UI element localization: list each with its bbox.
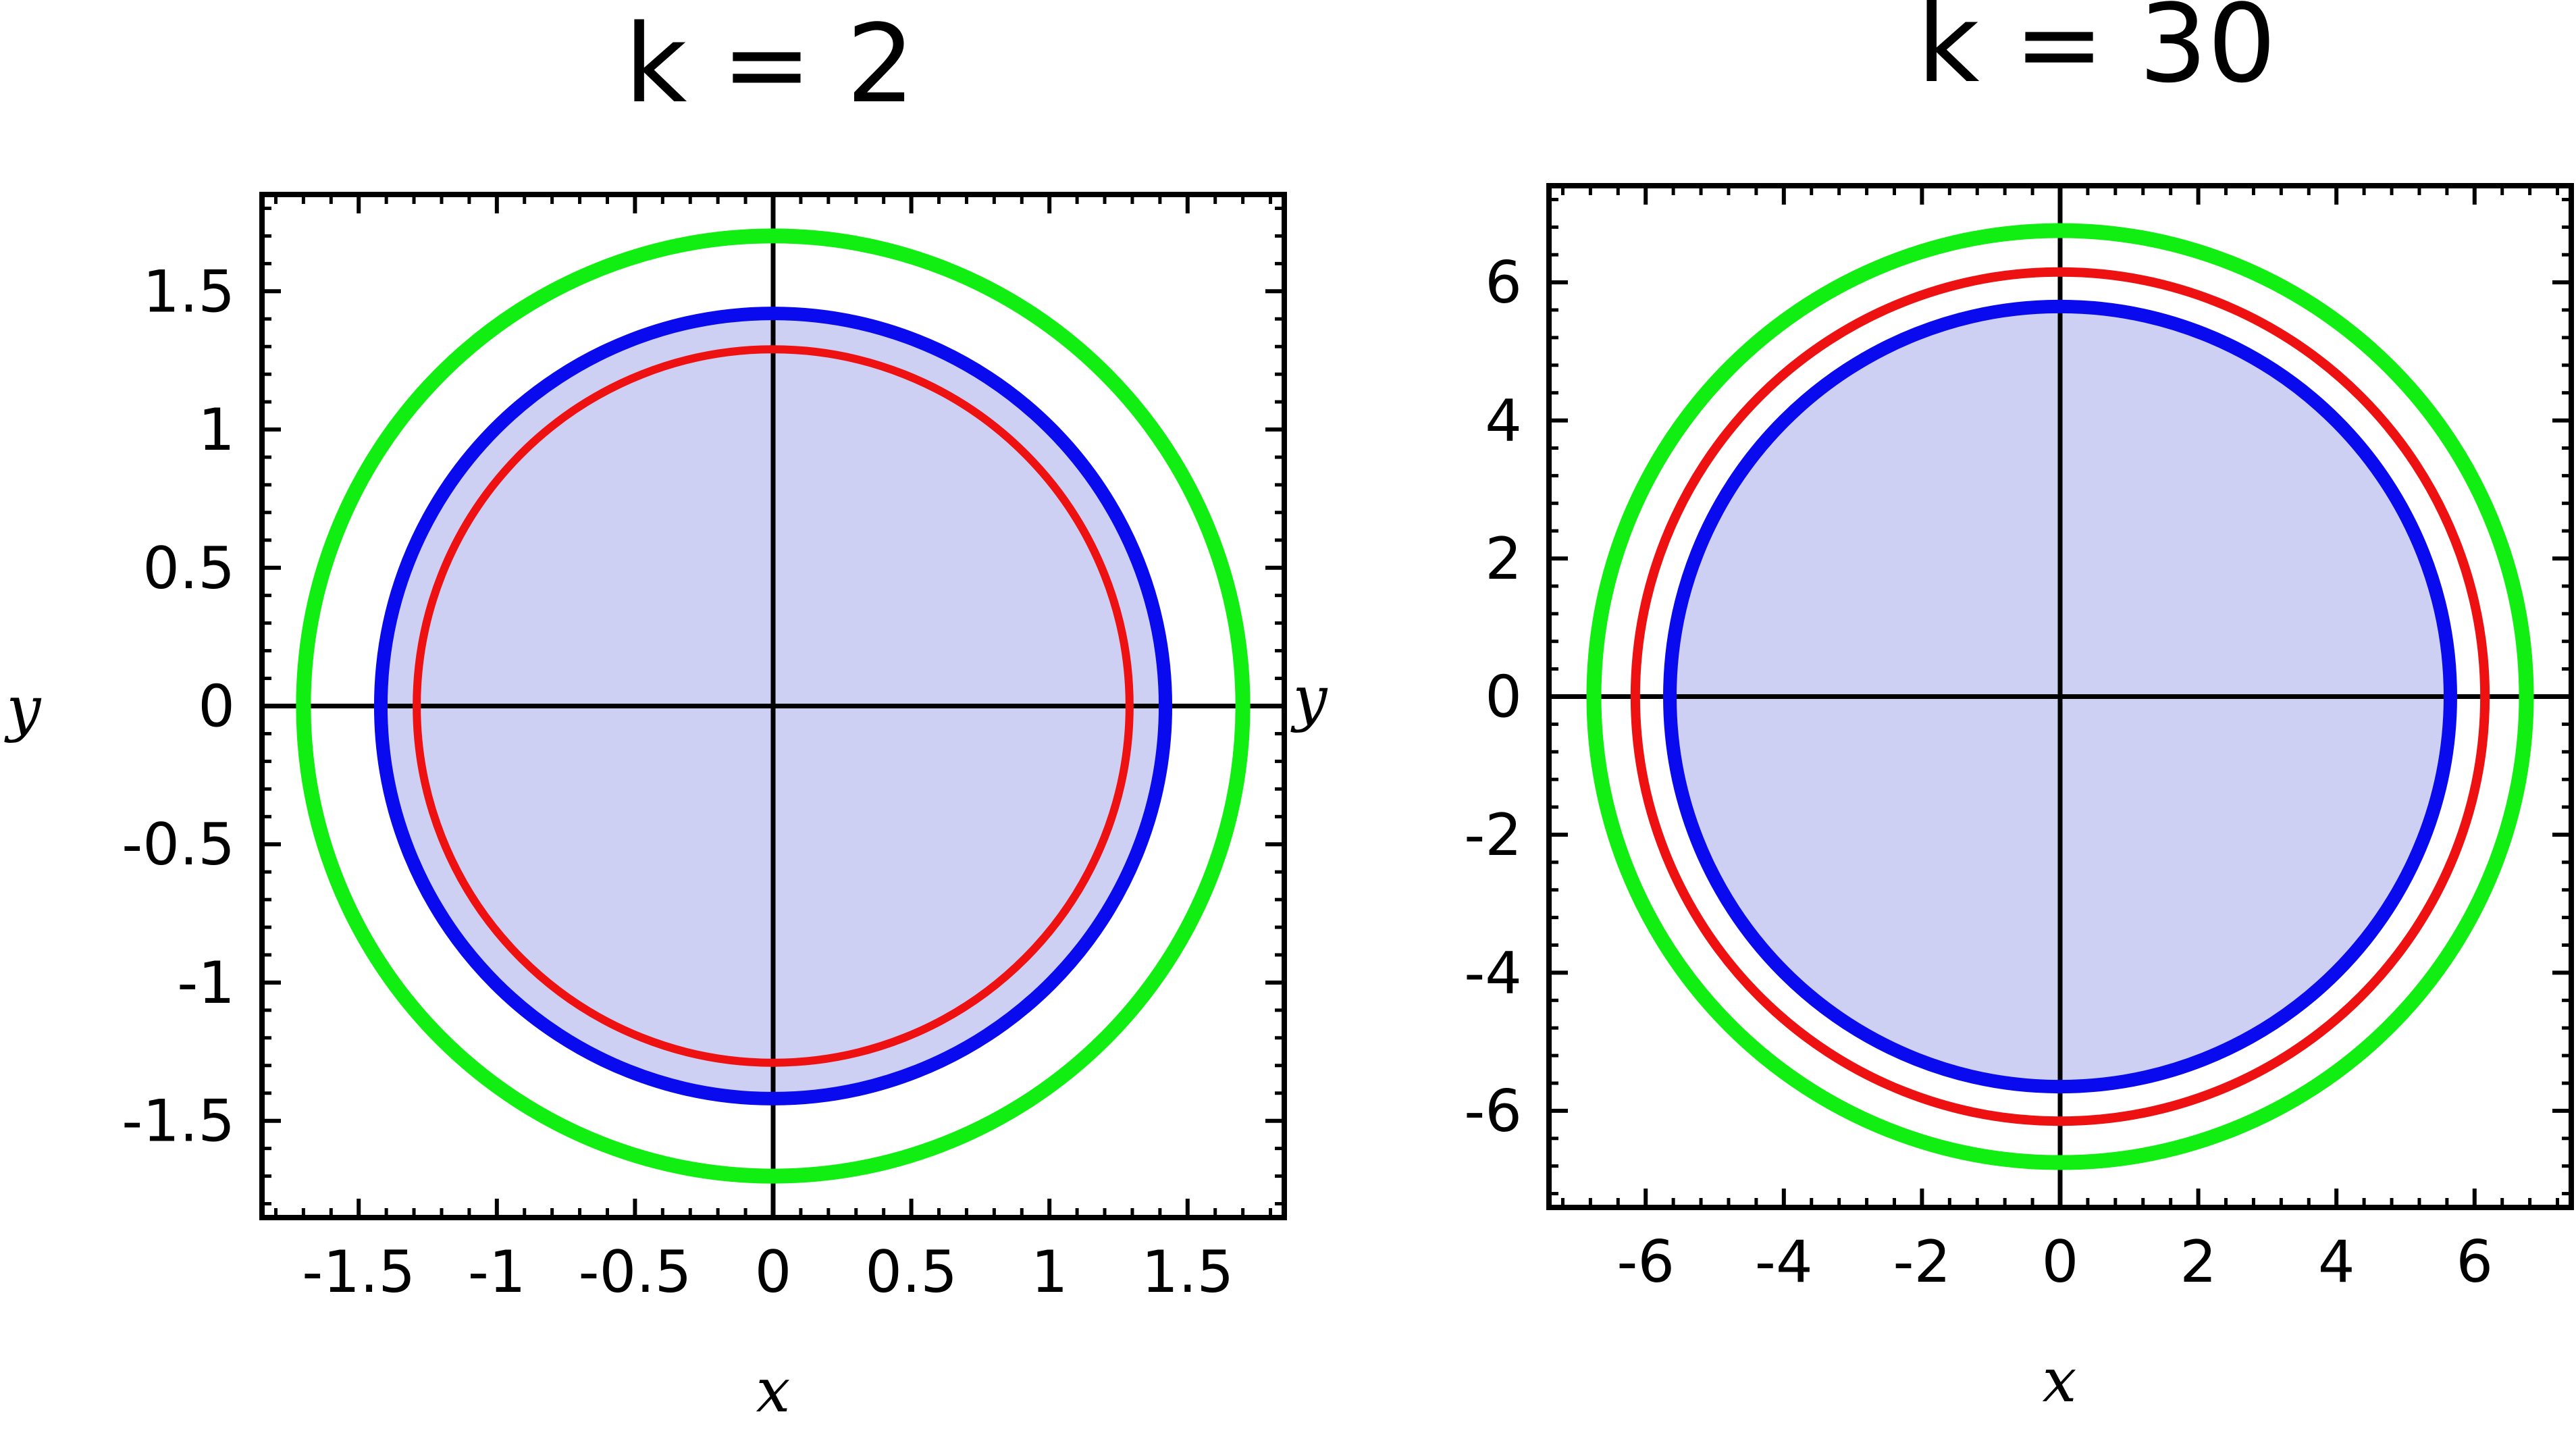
x-axis-label: x xyxy=(756,1355,791,1426)
y-tick-label: -4 xyxy=(1464,939,1522,1007)
x-tick-label: -0.5 xyxy=(578,1239,691,1306)
y-tick-label: -1.5 xyxy=(122,1088,235,1155)
series-circle-2 xyxy=(413,345,1134,1067)
x-tick-label: 6 xyxy=(2456,1228,2493,1296)
y-tick-label: -0.5 xyxy=(122,811,235,879)
x-tick-label: -6 xyxy=(1616,1228,1675,1296)
x-tick-label: 0 xyxy=(755,1239,792,1306)
x-tick-label: 1.5 xyxy=(1141,1239,1234,1306)
x-axis-label: x xyxy=(2043,1345,2077,1416)
x-tick-label: 1 xyxy=(1031,1239,1068,1306)
y-tick-label: 0 xyxy=(1485,664,1522,731)
series-circle-2 xyxy=(1663,299,2457,1094)
chart-title: k = 30 xyxy=(1917,0,2276,107)
y-tick-label: 0 xyxy=(198,673,235,741)
x-tick-label: -1 xyxy=(468,1239,526,1306)
y-tick-label: -6 xyxy=(1464,1078,1522,1145)
y-tick-label: -1 xyxy=(177,949,235,1017)
series-circle-1 xyxy=(373,307,1173,1105)
series-circle-0 xyxy=(296,228,1251,1184)
x-tick-label: 0.5 xyxy=(865,1239,957,1306)
x-tick-label: -1.5 xyxy=(302,1239,415,1306)
x-tick-label: 0 xyxy=(2042,1228,2079,1296)
y-tick-label: 0.5 xyxy=(142,535,235,602)
x-tick-label: 2 xyxy=(2180,1228,2217,1296)
y-tick-label: -2 xyxy=(1464,802,1522,869)
series-circle-1 xyxy=(1630,267,2490,1126)
panel-k2: k = 2 -1.5 -1 -0.5 0 0.5 1 1.5 1.5 1 0.5 0 -0.5 -1 -1… xyxy=(4,1,1287,1426)
y-axis-label: y xyxy=(4,673,42,744)
y-axis-label: y xyxy=(1290,663,1328,734)
x-tick-label: -2 xyxy=(1893,1228,1951,1296)
y-tick-label: 6 xyxy=(1485,249,1522,317)
x-tick-label: 4 xyxy=(2318,1228,2355,1296)
y-tick-label: 1 xyxy=(198,396,235,464)
panel-k30: k = 30 -6 -4 -2 0 2 4 6 6 4 2 0 -2 -4 -6 x y xyxy=(1290,0,2574,1416)
chart-title: k = 2 xyxy=(625,1,915,127)
series-circle-0 xyxy=(1586,223,2534,1170)
y-tick-label: 2 xyxy=(1485,525,1522,593)
y-tick-label: 1.5 xyxy=(142,258,235,325)
y-tick-label: 4 xyxy=(1485,388,1522,455)
x-tick-label: -4 xyxy=(1755,1228,1813,1296)
